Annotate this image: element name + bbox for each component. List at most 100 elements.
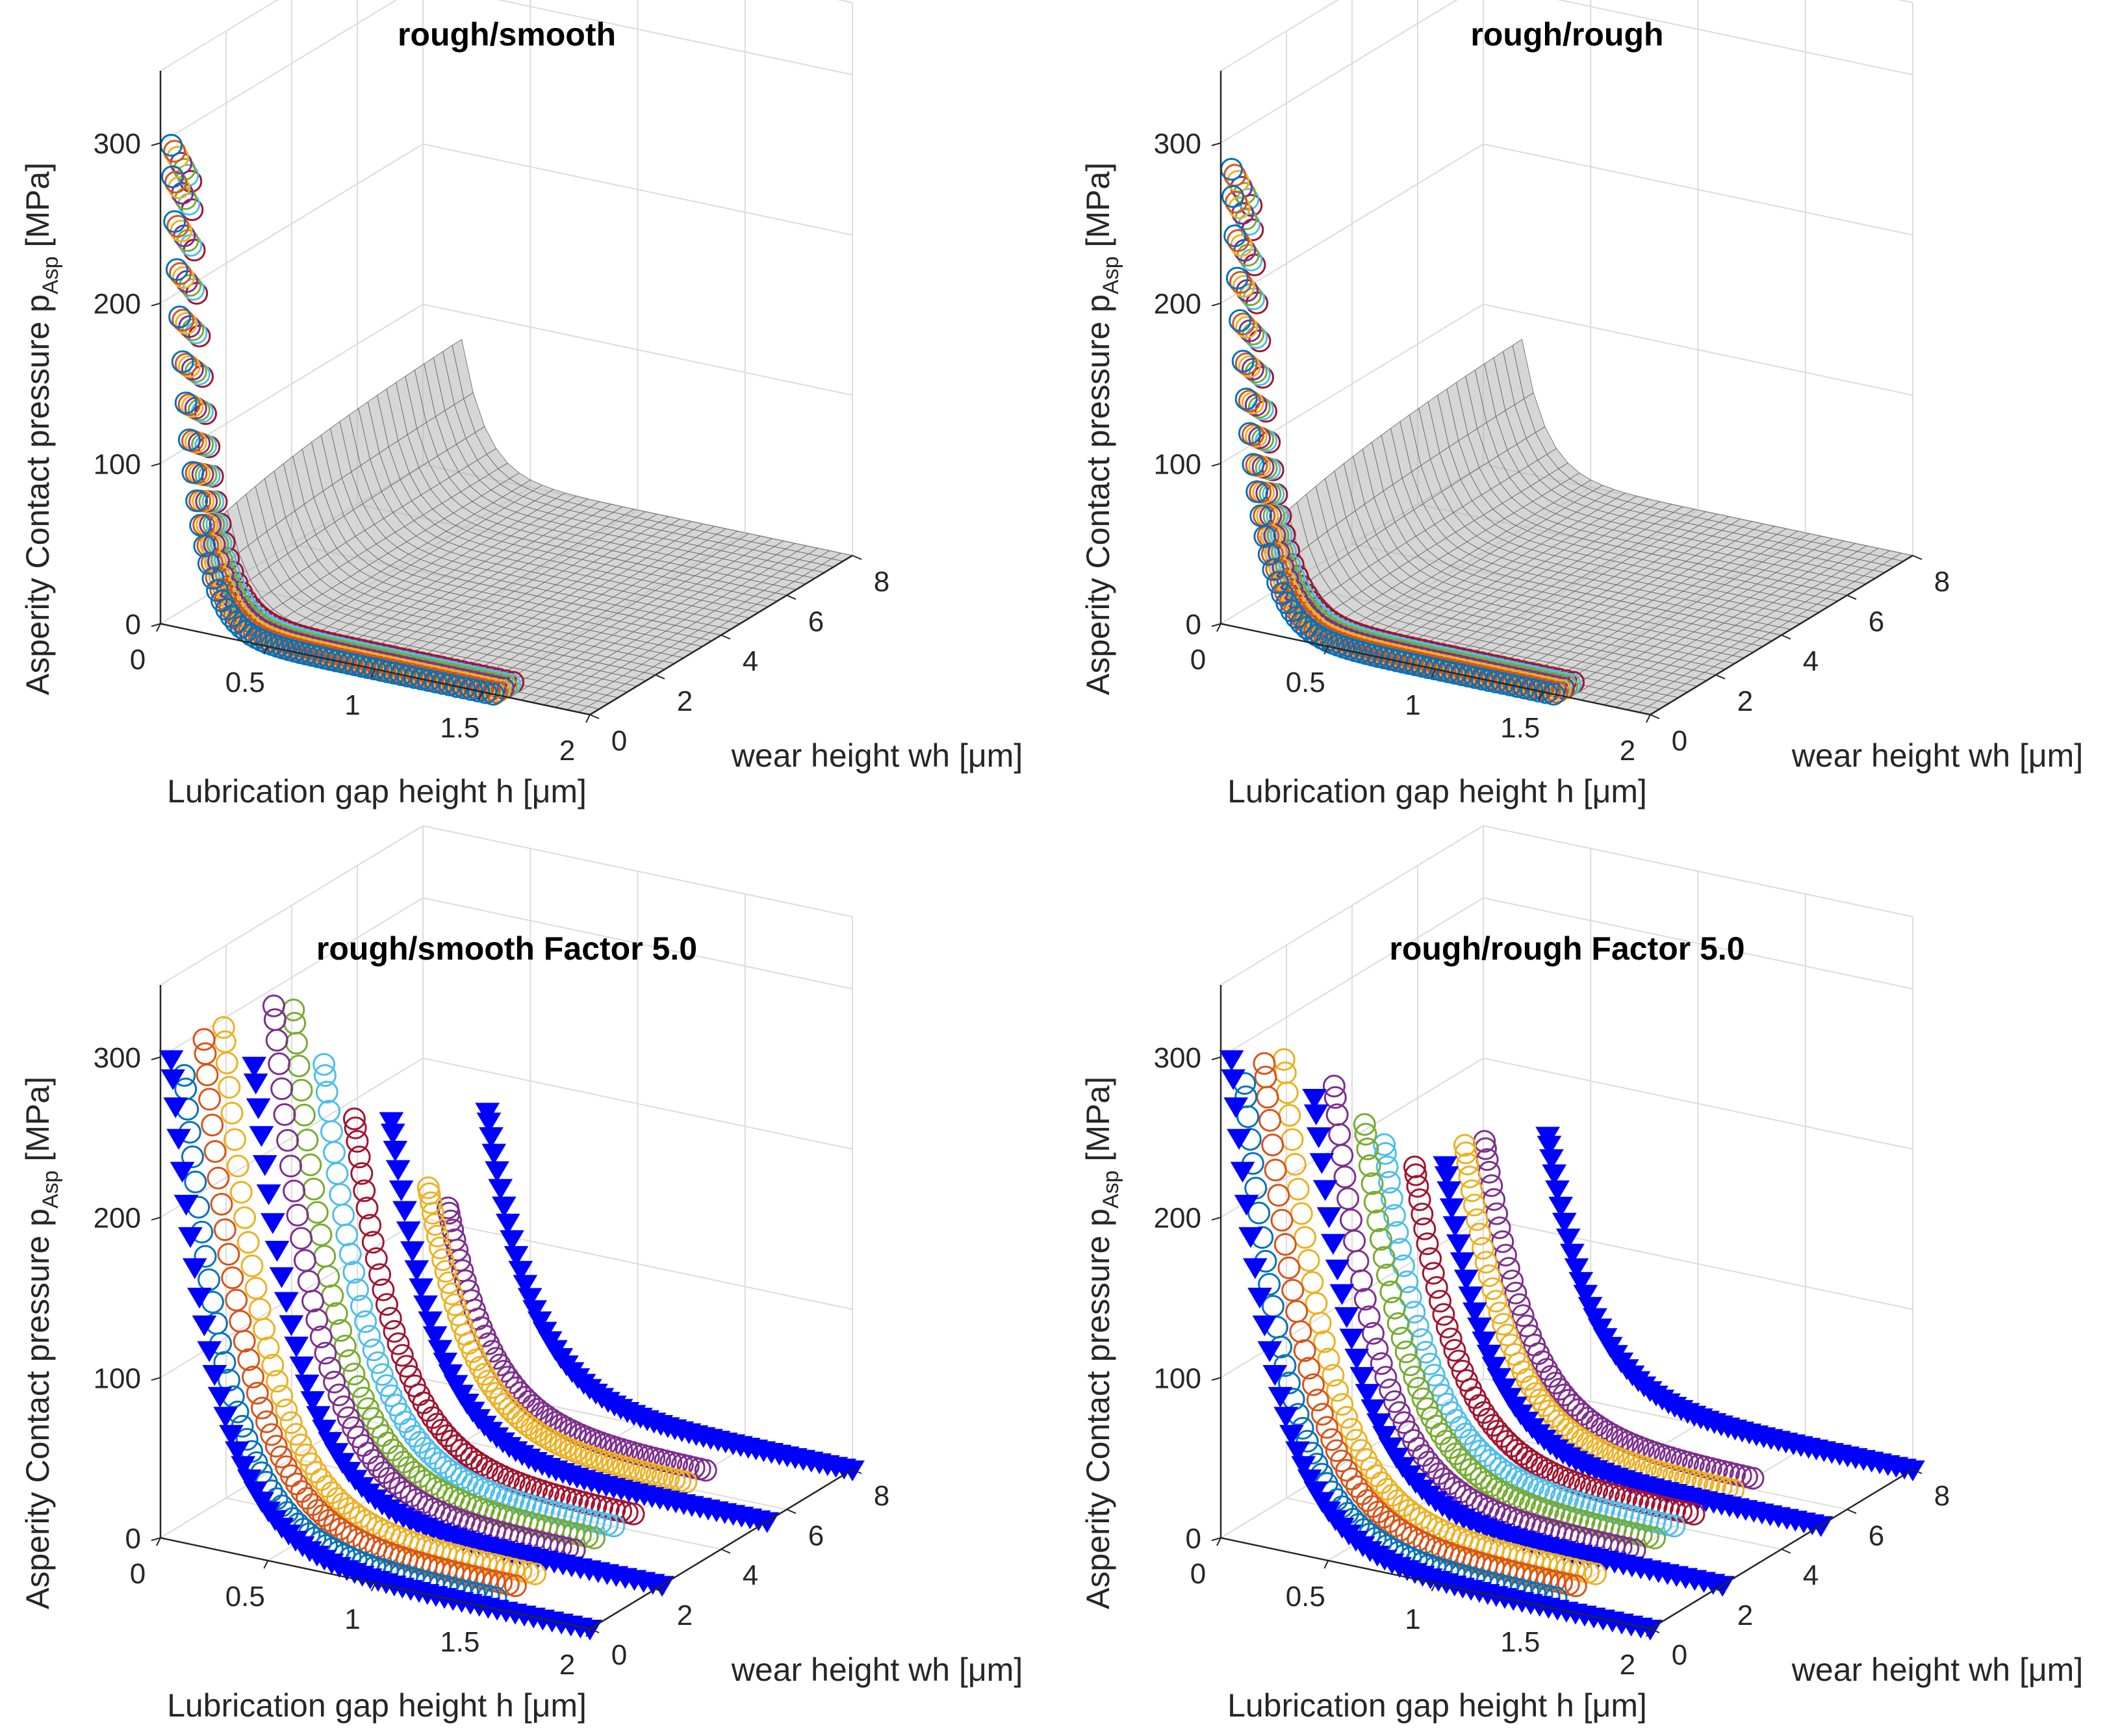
- x-tick-mark: [585, 714, 591, 723]
- x-tick-label: 1: [1405, 1603, 1420, 1635]
- data-point: [329, 1319, 353, 1342]
- data-point: [1219, 1050, 1244, 1071]
- data-point: [1643, 1526, 1666, 1550]
- data-point: [1302, 1088, 1327, 1110]
- data-point: [265, 1028, 288, 1052]
- data-point: [1491, 1230, 1514, 1253]
- data-point: [1389, 1518, 1412, 1542]
- y-tick-label: 0: [611, 725, 627, 757]
- data-point: [1326, 1379, 1349, 1402]
- data-point: [1232, 275, 1255, 298]
- data-point: [1242, 1258, 1268, 1279]
- data-point: [424, 1213, 447, 1236]
- data-point: [301, 1290, 324, 1313]
- data-point: [1388, 1401, 1411, 1424]
- data-point: [1247, 1201, 1271, 1225]
- data-point: [1262, 558, 1285, 581]
- data-point: [1474, 1251, 1498, 1274]
- data-point: [1238, 422, 1261, 445]
- data-point: [1312, 1180, 1338, 1201]
- data-point: [350, 1162, 374, 1185]
- grid-line: [422, 303, 853, 396]
- data-point: [1432, 1303, 1455, 1326]
- z-axis-label: Asperity Contact pressure pAsp [MPa]: [19, 162, 63, 695]
- data-point: [1297, 1469, 1322, 1490]
- z-axis-label-main: Asperity Contact pressure p: [19, 294, 56, 695]
- z-tick-label: 200: [94, 288, 141, 320]
- data-point: [1363, 1190, 1386, 1214]
- data-point: [197, 1341, 222, 1362]
- data-point: [1297, 1249, 1320, 1272]
- data-point: [354, 1310, 377, 1333]
- data-point: [1297, 1357, 1321, 1380]
- data-point: [1408, 1188, 1431, 1212]
- data-point: [335, 1521, 358, 1544]
- data-point: [362, 1338, 385, 1362]
- data-point: [243, 1481, 268, 1503]
- data-point: [244, 1277, 268, 1300]
- z-axis-label: Asperity Contact pressure pAsp [MPa]: [1080, 162, 1123, 695]
- data-point: [1577, 1297, 1603, 1318]
- data-point: [274, 1292, 299, 1313]
- data-point: [1270, 1208, 1294, 1232]
- grid-line: [422, 825, 853, 917]
- data-point: [1253, 1052, 1276, 1075]
- data-point: [1376, 1263, 1399, 1286]
- x-tick-label: 2: [559, 1649, 575, 1681]
- data-point: [1472, 1401, 1496, 1424]
- data-point: [421, 1201, 444, 1225]
- x-tick-label: 1: [344, 689, 360, 721]
- data-point: [1358, 1154, 1381, 1177]
- data-point: [1223, 1097, 1249, 1119]
- data-point: [1462, 1302, 1487, 1323]
- data-point: [1446, 1234, 1471, 1255]
- data-point: [1485, 670, 1508, 694]
- data-point: [1437, 1181, 1462, 1203]
- y-tick-mark: [852, 555, 862, 560]
- data-point: [1386, 1221, 1409, 1244]
- data-point: [1331, 1393, 1354, 1416]
- data-point: [1227, 1129, 1251, 1150]
- series-t1: [1219, 1050, 1663, 1641]
- data-point: [1458, 1166, 1481, 1188]
- chart-title: rough/smooth: [398, 16, 616, 53]
- data-point: [348, 1145, 371, 1169]
- data-point: [279, 1411, 303, 1435]
- data-point: [1492, 672, 1515, 695]
- grid-line: [1483, 1057, 1913, 1150]
- x-tick-mark: [1646, 1628, 1651, 1637]
- data-point: [1373, 1142, 1397, 1165]
- z-axis-label-unit: [MPa]: [1080, 1077, 1116, 1170]
- data-point: [1406, 1175, 1429, 1198]
- data-point: [312, 1420, 337, 1441]
- data-point: [1228, 196, 1251, 220]
- data-point: [246, 1098, 271, 1119]
- data-point: [174, 187, 198, 211]
- data-point: [1741, 1466, 1765, 1490]
- data-point: [1229, 309, 1252, 332]
- data-point: [292, 1103, 316, 1127]
- data-point: [1296, 1429, 1319, 1453]
- data-point: [1380, 1187, 1403, 1210]
- data-point: [197, 552, 220, 575]
- data-point: [1231, 350, 1255, 373]
- data-point: [185, 489, 209, 513]
- y-tick-mark: [1715, 1588, 1726, 1594]
- data-point: [1494, 1244, 1517, 1267]
- data-point: [1496, 1323, 1519, 1347]
- z-tick-label: 100: [94, 448, 141, 480]
- data-point: [1302, 1373, 1325, 1396]
- data-point: [1303, 1481, 1329, 1503]
- z-tick-label: 100: [1154, 448, 1201, 480]
- data-point: [1453, 1134, 1476, 1157]
- z-tick-label: 300: [94, 128, 141, 160]
- data-point: [1235, 316, 1258, 339]
- z-axis-label-main: Asperity Contact pressure p: [1080, 1208, 1116, 1609]
- z-axis-label: Asperity Contact pressure pAsp [MPa]: [1080, 1077, 1123, 1609]
- x-tick-mark: [1538, 1605, 1544, 1615]
- data-point: [250, 1396, 274, 1420]
- data-point: [1230, 1162, 1255, 1183]
- data-point: [422, 1326, 448, 1347]
- data-point: [1258, 1108, 1282, 1132]
